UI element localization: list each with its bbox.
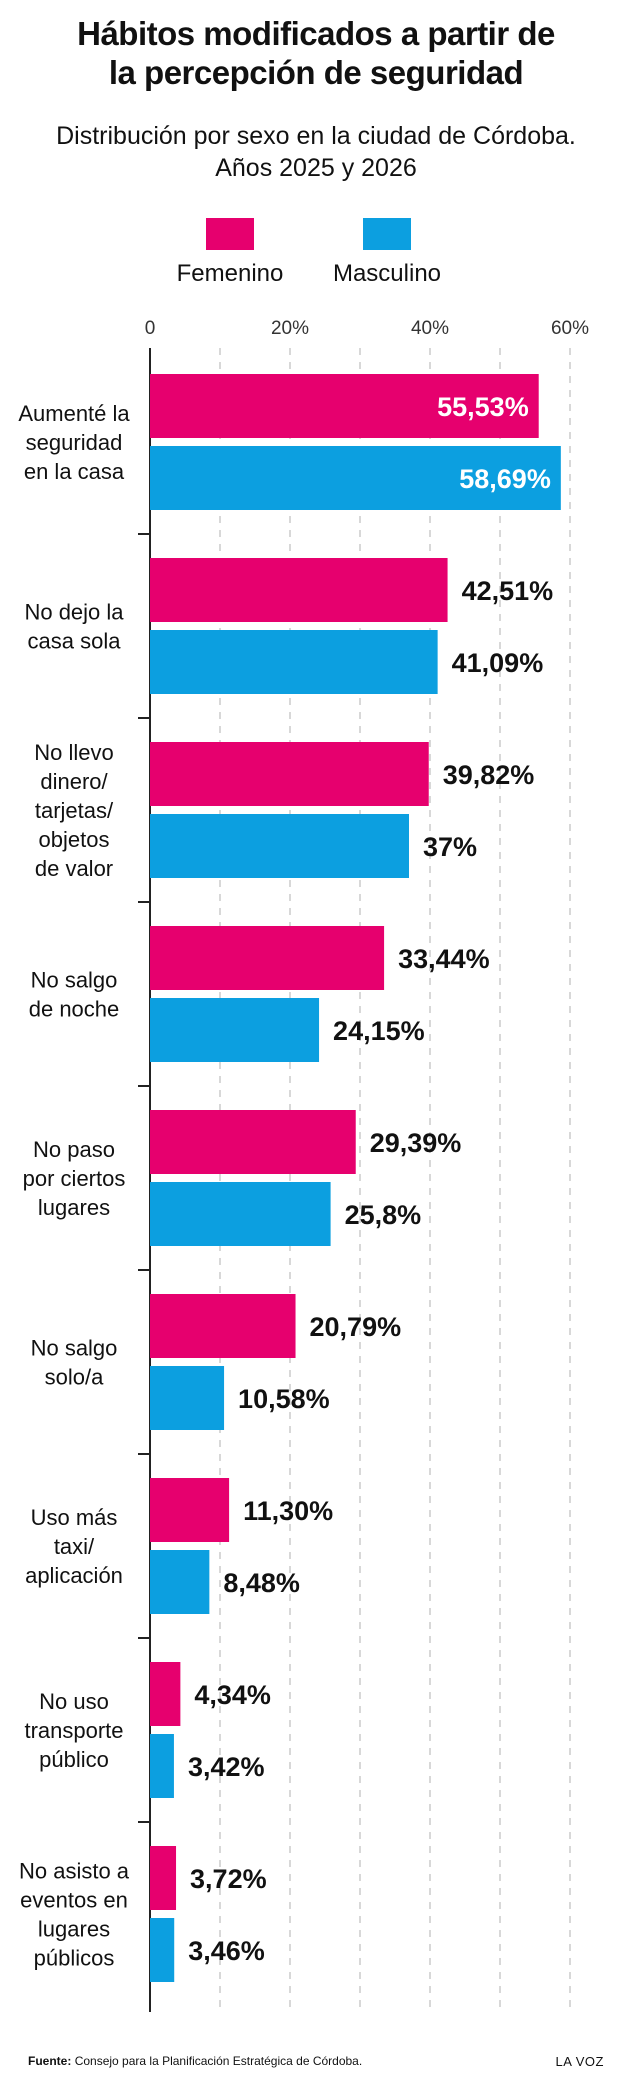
category-label: No salgo de noche	[29, 968, 120, 1022]
legend-item-femenino: Femenino	[160, 218, 300, 288]
bar-femenino	[150, 1294, 296, 1358]
data-label-masculino: 25,8%	[345, 1200, 422, 1230]
category-label: No paso por ciertos lugares	[23, 1137, 126, 1220]
chart-title-line-2: la percepción de seguridad	[108, 54, 524, 91]
data-label-masculino: 8,48%	[223, 1568, 300, 1598]
category-label-line: No paso	[33, 1137, 115, 1162]
data-label-masculino: 37%	[423, 832, 477, 862]
bar-masculino	[150, 998, 320, 1062]
category-label-line: solo/a	[45, 1365, 104, 1390]
category-label-line: eventos en	[20, 1888, 128, 1913]
category-label-line: transporte	[24, 1718, 123, 1743]
data-label-masculino: 10,58%	[238, 1384, 330, 1414]
x-tick-label: 40%	[411, 318, 449, 339]
source-text: Consejo para la Planificación Estratégic…	[74, 2054, 363, 2068]
category-label-line: No asisto a	[19, 1859, 130, 1884]
category-label-line: de valor	[35, 856, 113, 881]
data-label-femenino: 55,53%	[437, 392, 529, 422]
legend-swatch-femenino	[206, 218, 254, 250]
category-label-line: No dejo la	[24, 600, 124, 625]
category-label-line: No llevo	[34, 740, 113, 765]
data-label-femenino: 33,44%	[398, 944, 490, 974]
category-label: No dejo la casa sola	[24, 600, 124, 654]
category-label-line: públicos	[34, 1946, 115, 1971]
category-label-line: por ciertos	[23, 1166, 126, 1191]
chart-title: Hábitos modificados a partir de la perce…	[0, 14, 632, 92]
bar-femenino	[150, 1478, 230, 1542]
bar-masculino	[150, 814, 409, 878]
category-label: No uso transporte público	[24, 1689, 123, 1772]
data-label-femenino: 42,51%	[462, 576, 554, 606]
x-tick-label: 60%	[551, 318, 589, 339]
legend-item-masculino: Masculino	[317, 218, 457, 288]
category-label-line: Aumenté la	[18, 401, 130, 426]
category-label-line: taxi/	[54, 1534, 95, 1559]
bar-masculino	[150, 1366, 225, 1430]
data-label-masculino: 3,46%	[188, 1936, 265, 1966]
category-label-line: tarjetas/	[35, 798, 114, 823]
bar-femenino	[150, 1110, 356, 1174]
legend-label-masculino: Masculino	[332, 260, 442, 287]
bar-masculino	[150, 1550, 210, 1614]
source-label: Fuente:	[28, 2054, 72, 2068]
category-label: Aumenté la seguridad en la casa	[18, 401, 130, 484]
bar-femenino	[150, 374, 539, 438]
data-label-masculino: 58,69%	[459, 464, 551, 494]
bar-masculino	[150, 1182, 331, 1246]
footer: Fuente: Consejo para la Planificación Es…	[28, 2054, 604, 2069]
bar-femenino	[150, 1662, 181, 1726]
bar-femenino	[150, 742, 429, 806]
chart-title-line-1: Hábitos modificados a partir de	[77, 15, 555, 52]
bar-masculino	[150, 630, 438, 694]
category-label-line: casa sola	[28, 629, 122, 654]
category-label-line: No uso	[39, 1689, 109, 1714]
bar-chart: 0 20% 40% 60% Aumenté la seguridad en la casa 5…	[18, 318, 589, 2012]
category-label-line: objetos	[39, 827, 110, 852]
category-label-line: público	[39, 1747, 109, 1772]
data-label-femenino: 11,30%	[243, 1496, 333, 1526]
chart-subtitle-line-2: Años 2025 y 2026	[215, 154, 417, 182]
data-label-masculino: 41,09%	[452, 648, 544, 678]
category-label: No asisto a eventos en lugares públicos	[19, 1859, 130, 1971]
bar-masculino	[150, 446, 561, 510]
category-label-line: dinero/	[40, 769, 108, 794]
category-label-line: de noche	[29, 997, 120, 1022]
data-label-femenino: 20,79%	[310, 1312, 402, 1342]
category-label-line: No salgo	[31, 1336, 118, 1361]
x-tick-label: 20%	[271, 318, 309, 339]
category-label-line: en la casa	[24, 459, 125, 484]
legend-swatch-masculino	[363, 218, 411, 250]
category-label-line: aplicación	[25, 1563, 123, 1588]
data-label-femenino: 29,39%	[370, 1128, 462, 1158]
bar-masculino	[150, 1918, 175, 1982]
category-label-line: lugares	[38, 1195, 110, 1220]
category-label: No salgo solo/a	[31, 1336, 118, 1390]
category-label-line: seguridad	[26, 430, 123, 455]
bar-femenino	[150, 1846, 177, 1910]
legend-label-femenino: Femenino	[176, 260, 284, 287]
data-label-masculino: 3,42%	[188, 1752, 265, 1782]
brand-logo: LA VOZ	[555, 2054, 604, 2069]
chart-subtitle: Distribución por sexo en la ciudad de Có…	[0, 120, 632, 184]
chart-subtitle-line-1: Distribución por sexo en la ciudad de Có…	[56, 122, 576, 150]
bar-femenino	[150, 926, 385, 990]
data-label-femenino: 4,34%	[194, 1680, 271, 1710]
category-label-line: No salgo	[31, 968, 118, 993]
category-label-line: Uso más	[31, 1505, 118, 1530]
category-label: No llevo dinero/tarjetas/objetos de valor	[34, 740, 114, 881]
source-note: Fuente: Consejo para la Planificación Es…	[28, 2054, 362, 2069]
data-label-femenino: 39,82%	[443, 760, 535, 790]
bar-masculino	[150, 1734, 174, 1798]
data-label-femenino: 3,72%	[190, 1864, 267, 1894]
category-label: Uso más taxi/aplicación	[25, 1505, 123, 1588]
bar-femenino	[150, 558, 448, 622]
x-tick-label: 0	[145, 318, 156, 339]
category-label-line: lugares	[38, 1917, 110, 1942]
data-label-masculino: 24,15%	[333, 1016, 425, 1046]
